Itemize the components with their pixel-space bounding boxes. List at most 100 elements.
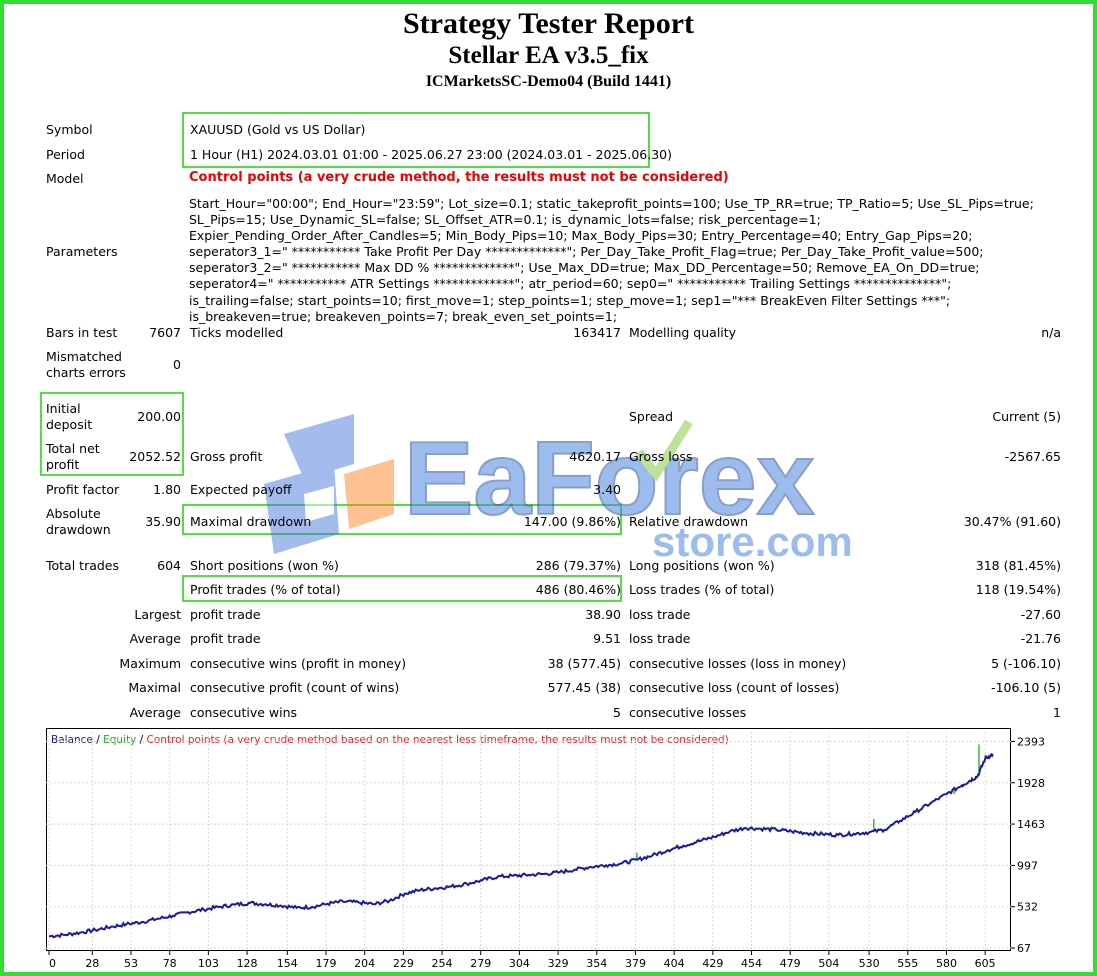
mismatch-label-line1: Mismatched	[46, 349, 122, 364]
quality-label: Modelling quality	[629, 325, 737, 340]
report-title: Strategy Tester Report	[402, 7, 695, 40]
y-tick-label-5: 2393	[1017, 735, 1045, 748]
x-tick-label-22: 555	[897, 957, 918, 970]
reldd-label: Relative drawdown	[629, 514, 749, 529]
legend-sep-2: /	[136, 734, 146, 746]
mismatch-value: 0	[173, 357, 181, 372]
x-tick-label-0: 0	[49, 957, 56, 970]
trades-value: 604	[157, 558, 181, 573]
maximum-label: Maximum	[119, 656, 181, 671]
x-tick-label-15: 379	[625, 957, 646, 970]
legend-balance: Balance	[51, 734, 93, 746]
average-profit-label: profit trade	[190, 631, 261, 646]
maxlosses-label: consecutive losses (loss in money)	[629, 656, 847, 671]
x-tick-label-7: 179	[315, 957, 336, 970]
x-tick-label-18: 454	[741, 957, 762, 970]
y-tick-label-3: 1463	[1017, 818, 1045, 831]
chart-frame	[46, 728, 1011, 951]
x-tick-label-9: 229	[393, 957, 414, 970]
x-tick-label-24: 605	[975, 957, 996, 970]
grossprofit-value: 4620.17	[569, 449, 621, 464]
x-tick-label-6: 154	[277, 957, 298, 970]
short-value: 286 (79.37%)	[535, 558, 621, 573]
ltrades-label: Loss trades (% of total)	[629, 582, 775, 597]
quality-value: n/a	[1041, 325, 1061, 340]
pf-value: 1.80	[153, 482, 181, 497]
model-value: Control points (a very crude method, the…	[189, 170, 729, 185]
reldd-value: 30.47% (91.60)	[963, 514, 1061, 529]
average-label: Average	[129, 631, 181, 646]
y-tick-label-1: 532	[1017, 901, 1038, 914]
largest-label: Largest	[134, 607, 181, 622]
watermark-brand-b: store.com	[652, 518, 853, 564]
y-tick-label-2: 997	[1017, 859, 1038, 872]
spread-value: Current (5)	[992, 409, 1061, 424]
watermark-brand-a: EaForex	[404, 421, 815, 537]
x-tick-label-19: 479	[780, 957, 801, 970]
avgwins-value: 5	[613, 705, 621, 720]
highlight-deposit-profit	[40, 392, 184, 476]
maxprofit-value: 577.45 (38)	[547, 680, 621, 695]
mismatch-label-line2: charts errors	[46, 365, 126, 380]
balance-chart: Balance / Equity / Control points (a ver…	[46, 728, 1045, 970]
symbol-label: Symbol	[46, 122, 93, 137]
legend-equity: Equity	[103, 734, 136, 746]
deposit-value: 200.00	[137, 409, 181, 424]
deposit-label-line1: Initial	[46, 401, 81, 416]
legend-sep-1: /	[93, 734, 103, 746]
x-tick-label-1: 28	[85, 957, 99, 970]
ptrades-value: 486 (80.46%)	[535, 582, 621, 597]
largest-loss-value: -27.60	[1020, 607, 1061, 622]
short-label: Short positions (won %)	[190, 558, 339, 573]
largest-profit-value: 38.90	[585, 607, 621, 622]
server-name: ICMarketsSC-Demo04 (Build 1441)	[425, 73, 672, 90]
grossloss-label: Gross loss	[629, 449, 693, 464]
watermark-logo: EaForex store.com	[264, 414, 853, 564]
y-tick-label-0: 67	[1017, 942, 1031, 955]
bars-value: 7607	[149, 325, 181, 340]
payoff-label: Expected payoff	[190, 482, 292, 497]
x-tick-label-13: 329	[548, 957, 569, 970]
chart-x-ticks: 0 28 53 78 103 128 154 179 204 229 254 279 304 329 354…	[48, 951, 996, 970]
netprofit-value: 2052.52	[129, 449, 181, 464]
largest-profit-label: profit trade	[190, 607, 261, 622]
avglosses-label: consecutive losses	[629, 705, 747, 720]
average-loss-value: -21.76	[1020, 631, 1061, 646]
ticks-label: Ticks modelled	[190, 325, 284, 340]
avglosses-value: 1	[1053, 705, 1061, 720]
average-profit-value: 9.51	[593, 631, 621, 646]
legend-control: Control points (a very crude method base…	[147, 734, 729, 746]
long-value: 318 (81.45%)	[975, 558, 1061, 573]
absdd-label-line2: drawdown	[46, 522, 111, 537]
symbol-value: XAUUSD (Gold vs US Dollar)	[190, 122, 366, 137]
chart-gridlines	[46, 732, 1011, 951]
maxlosses-value: 5 (-106.10)	[991, 656, 1061, 671]
period-value: 1 Hour (H1) 2024.03.01 01:00 - 2025.06.2…	[190, 147, 673, 162]
x-tick-label-12: 304	[509, 957, 530, 970]
equity-line	[636, 744, 986, 860]
x-tick-label-14: 354	[586, 957, 607, 970]
parameters-value: Start_Hour="00:00"; End_Hour="23:59"; Lo…	[189, 196, 1034, 324]
pf-label: Profit factor	[46, 482, 120, 497]
grossprofit-label: Gross profit	[190, 449, 263, 464]
maxwins-value: 38 (577.45)	[547, 656, 621, 671]
average-consec-label: Average	[129, 705, 181, 720]
x-tick-label-23: 580	[936, 957, 957, 970]
chart-y-ticks: 67 532 997 1463 1928 2393	[1011, 735, 1045, 955]
netprofit-label-line1: Total net	[46, 441, 100, 456]
grossloss-value: -2567.65	[1004, 449, 1061, 464]
x-tick-label-5: 128	[237, 957, 258, 970]
maxloss-label: consecutive loss (count of losses)	[629, 680, 840, 695]
x-tick-label-11: 279	[470, 957, 491, 970]
x-tick-label-10: 254	[432, 957, 453, 970]
maxdd-value: 147.00 (9.86%)	[523, 514, 621, 529]
x-tick-label-8: 204	[354, 957, 375, 970]
balance-line	[48, 753, 994, 939]
ltrades-value: 118 (19.54%)	[975, 582, 1061, 597]
deposit-label-line2: deposit	[46, 417, 93, 432]
average-loss-label: loss trade	[629, 631, 691, 646]
spread-label: Spread	[629, 409, 674, 424]
x-tick-label-4: 103	[198, 957, 219, 970]
highlight-symbol-period	[182, 112, 650, 168]
y-tick-label-4: 1928	[1017, 777, 1045, 790]
